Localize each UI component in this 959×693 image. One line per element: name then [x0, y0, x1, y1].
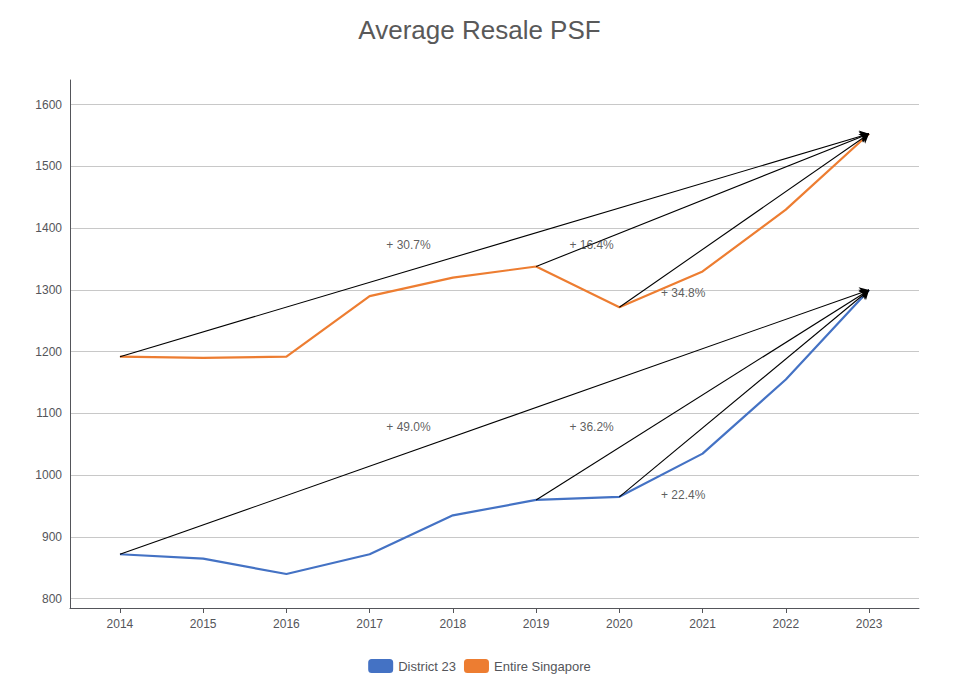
svg-text:1600: 1600: [35, 98, 62, 112]
svg-text:2016: 2016: [273, 617, 300, 631]
svg-text:2014: 2014: [107, 617, 134, 631]
svg-text:District 23: District 23: [398, 659, 456, 674]
svg-text:+ 49.0%: + 49.0%: [386, 420, 431, 434]
svg-text:1100: 1100: [36, 406, 62, 420]
svg-text:+ 34.8%: + 34.8%: [661, 286, 706, 300]
svg-text:2018: 2018: [440, 617, 467, 631]
svg-text:Average Resale PSF: Average Resale PSF: [358, 15, 600, 45]
svg-text:1200: 1200: [35, 345, 62, 359]
svg-text:2022: 2022: [772, 617, 799, 631]
svg-text:1400: 1400: [35, 221, 62, 235]
svg-text:2019: 2019: [523, 617, 550, 631]
svg-text:2015: 2015: [190, 617, 217, 631]
svg-text:2021: 2021: [689, 617, 716, 631]
svg-text:+ 36.2%: + 36.2%: [569, 420, 614, 434]
svg-text:800: 800: [42, 592, 62, 606]
svg-text:+ 16.4%: + 16.4%: [569, 238, 614, 252]
svg-text:2017: 2017: [356, 617, 383, 631]
svg-text:+ 22.4%: + 22.4%: [661, 488, 706, 502]
svg-text:1300: 1300: [35, 283, 62, 297]
svg-text:2020: 2020: [606, 617, 633, 631]
svg-text:2023: 2023: [856, 617, 883, 631]
svg-text:Entire Singapore: Entire Singapore: [494, 659, 591, 674]
svg-text:900: 900: [42, 530, 62, 544]
svg-text:1500: 1500: [35, 159, 62, 173]
svg-text:1000: 1000: [35, 468, 62, 482]
svg-text:+ 30.7%: + 30.7%: [386, 238, 431, 252]
